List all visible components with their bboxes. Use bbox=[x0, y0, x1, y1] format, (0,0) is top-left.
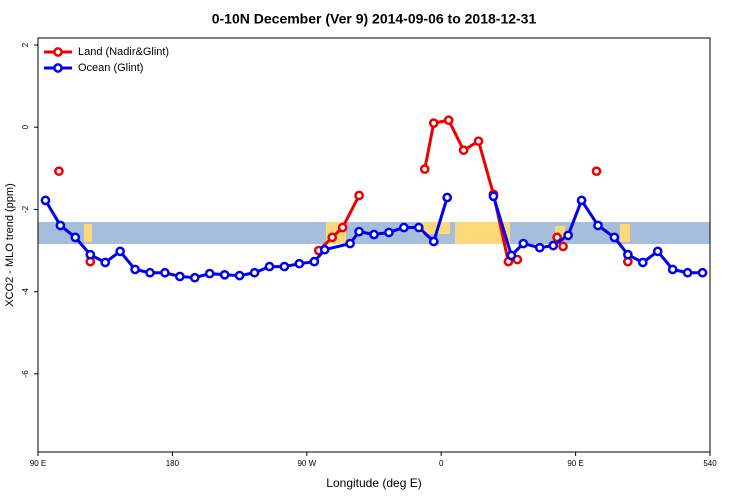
data-point bbox=[40, 195, 51, 206]
data-point bbox=[428, 118, 439, 128]
data-point bbox=[667, 264, 678, 275]
data-point bbox=[354, 226, 364, 237]
legend-marker bbox=[53, 47, 63, 57]
y-axis-label: XCO2 - MLO trend (ppm) bbox=[4, 183, 16, 306]
data-point bbox=[443, 115, 454, 126]
data-point bbox=[70, 232, 81, 243]
data-point bbox=[518, 238, 529, 249]
data-point bbox=[234, 270, 245, 281]
data-point bbox=[249, 267, 260, 278]
data-point bbox=[428, 236, 439, 247]
series-line bbox=[317, 194, 361, 252]
data-point bbox=[54, 166, 64, 177]
data-point bbox=[369, 229, 379, 240]
data-point bbox=[552, 232, 562, 243]
data-point bbox=[637, 257, 648, 268]
y-tick-label: -2 bbox=[21, 205, 30, 213]
data-point bbox=[442, 192, 453, 203]
data-point bbox=[534, 242, 545, 253]
legend-label: Land (Nadir&Glint) bbox=[78, 46, 169, 58]
data-point bbox=[548, 240, 559, 251]
data-point bbox=[309, 256, 320, 267]
data-point bbox=[593, 220, 603, 231]
data-point bbox=[279, 261, 290, 272]
data-point bbox=[345, 238, 355, 249]
data-point bbox=[204, 268, 215, 279]
data-point bbox=[609, 232, 620, 243]
data-point bbox=[160, 267, 170, 278]
land-patch bbox=[455, 222, 510, 244]
chart-title: 0-10N December (Ver 9) 2014-09-06 to 201… bbox=[212, 11, 537, 27]
x-tick-label: 180 bbox=[166, 459, 180, 468]
y-tick-label: 2 bbox=[21, 42, 30, 47]
data-point bbox=[697, 267, 708, 278]
land-patch bbox=[620, 224, 630, 242]
land-patch bbox=[84, 224, 92, 242]
data-point bbox=[145, 267, 155, 278]
data-point bbox=[327, 232, 338, 243]
data-point bbox=[130, 264, 140, 275]
data-point bbox=[319, 244, 330, 255]
data-point bbox=[219, 269, 230, 280]
series-line bbox=[44, 197, 449, 280]
data-point bbox=[623, 249, 633, 260]
data-point bbox=[473, 136, 484, 147]
data-point bbox=[413, 222, 424, 233]
data-point bbox=[354, 190, 364, 201]
x-tick-label: 90 E bbox=[30, 459, 46, 468]
data-point bbox=[576, 195, 587, 206]
data-point bbox=[175, 271, 185, 282]
y-tick-label: -4 bbox=[21, 288, 30, 296]
data-point bbox=[337, 222, 348, 233]
data-point bbox=[563, 230, 573, 241]
data-point bbox=[488, 191, 499, 202]
data-point bbox=[100, 257, 111, 268]
data-point bbox=[384, 227, 394, 238]
data-point bbox=[399, 222, 409, 233]
data-point bbox=[294, 258, 305, 269]
y-tick-label: 0 bbox=[21, 124, 30, 129]
data-point bbox=[506, 250, 517, 261]
plot-frame bbox=[37, 37, 711, 453]
x-tick-label: 0 bbox=[439, 459, 444, 468]
legend-marker bbox=[53, 63, 63, 73]
data-point bbox=[682, 267, 693, 278]
data-point bbox=[115, 246, 125, 257]
data-point bbox=[85, 249, 96, 260]
land-patch bbox=[420, 222, 450, 234]
data-point bbox=[189, 272, 200, 283]
data-point bbox=[558, 241, 568, 252]
data-point bbox=[652, 246, 663, 257]
x-tick-label: 90 W bbox=[297, 459, 316, 468]
data-point bbox=[591, 166, 602, 177]
y-tick-label: -6 bbox=[21, 370, 30, 378]
x-tick-label: 540 bbox=[703, 459, 717, 468]
x-axis-label: Longitude (deg E) bbox=[326, 476, 421, 490]
legend-label: Ocean (Glint) bbox=[78, 62, 143, 74]
data-point bbox=[264, 261, 275, 272]
x-tick-label: 90 E bbox=[567, 459, 583, 468]
data-point bbox=[419, 164, 430, 174]
land-patch bbox=[555, 226, 565, 240]
data-point bbox=[55, 220, 66, 231]
data-point bbox=[458, 145, 469, 156]
